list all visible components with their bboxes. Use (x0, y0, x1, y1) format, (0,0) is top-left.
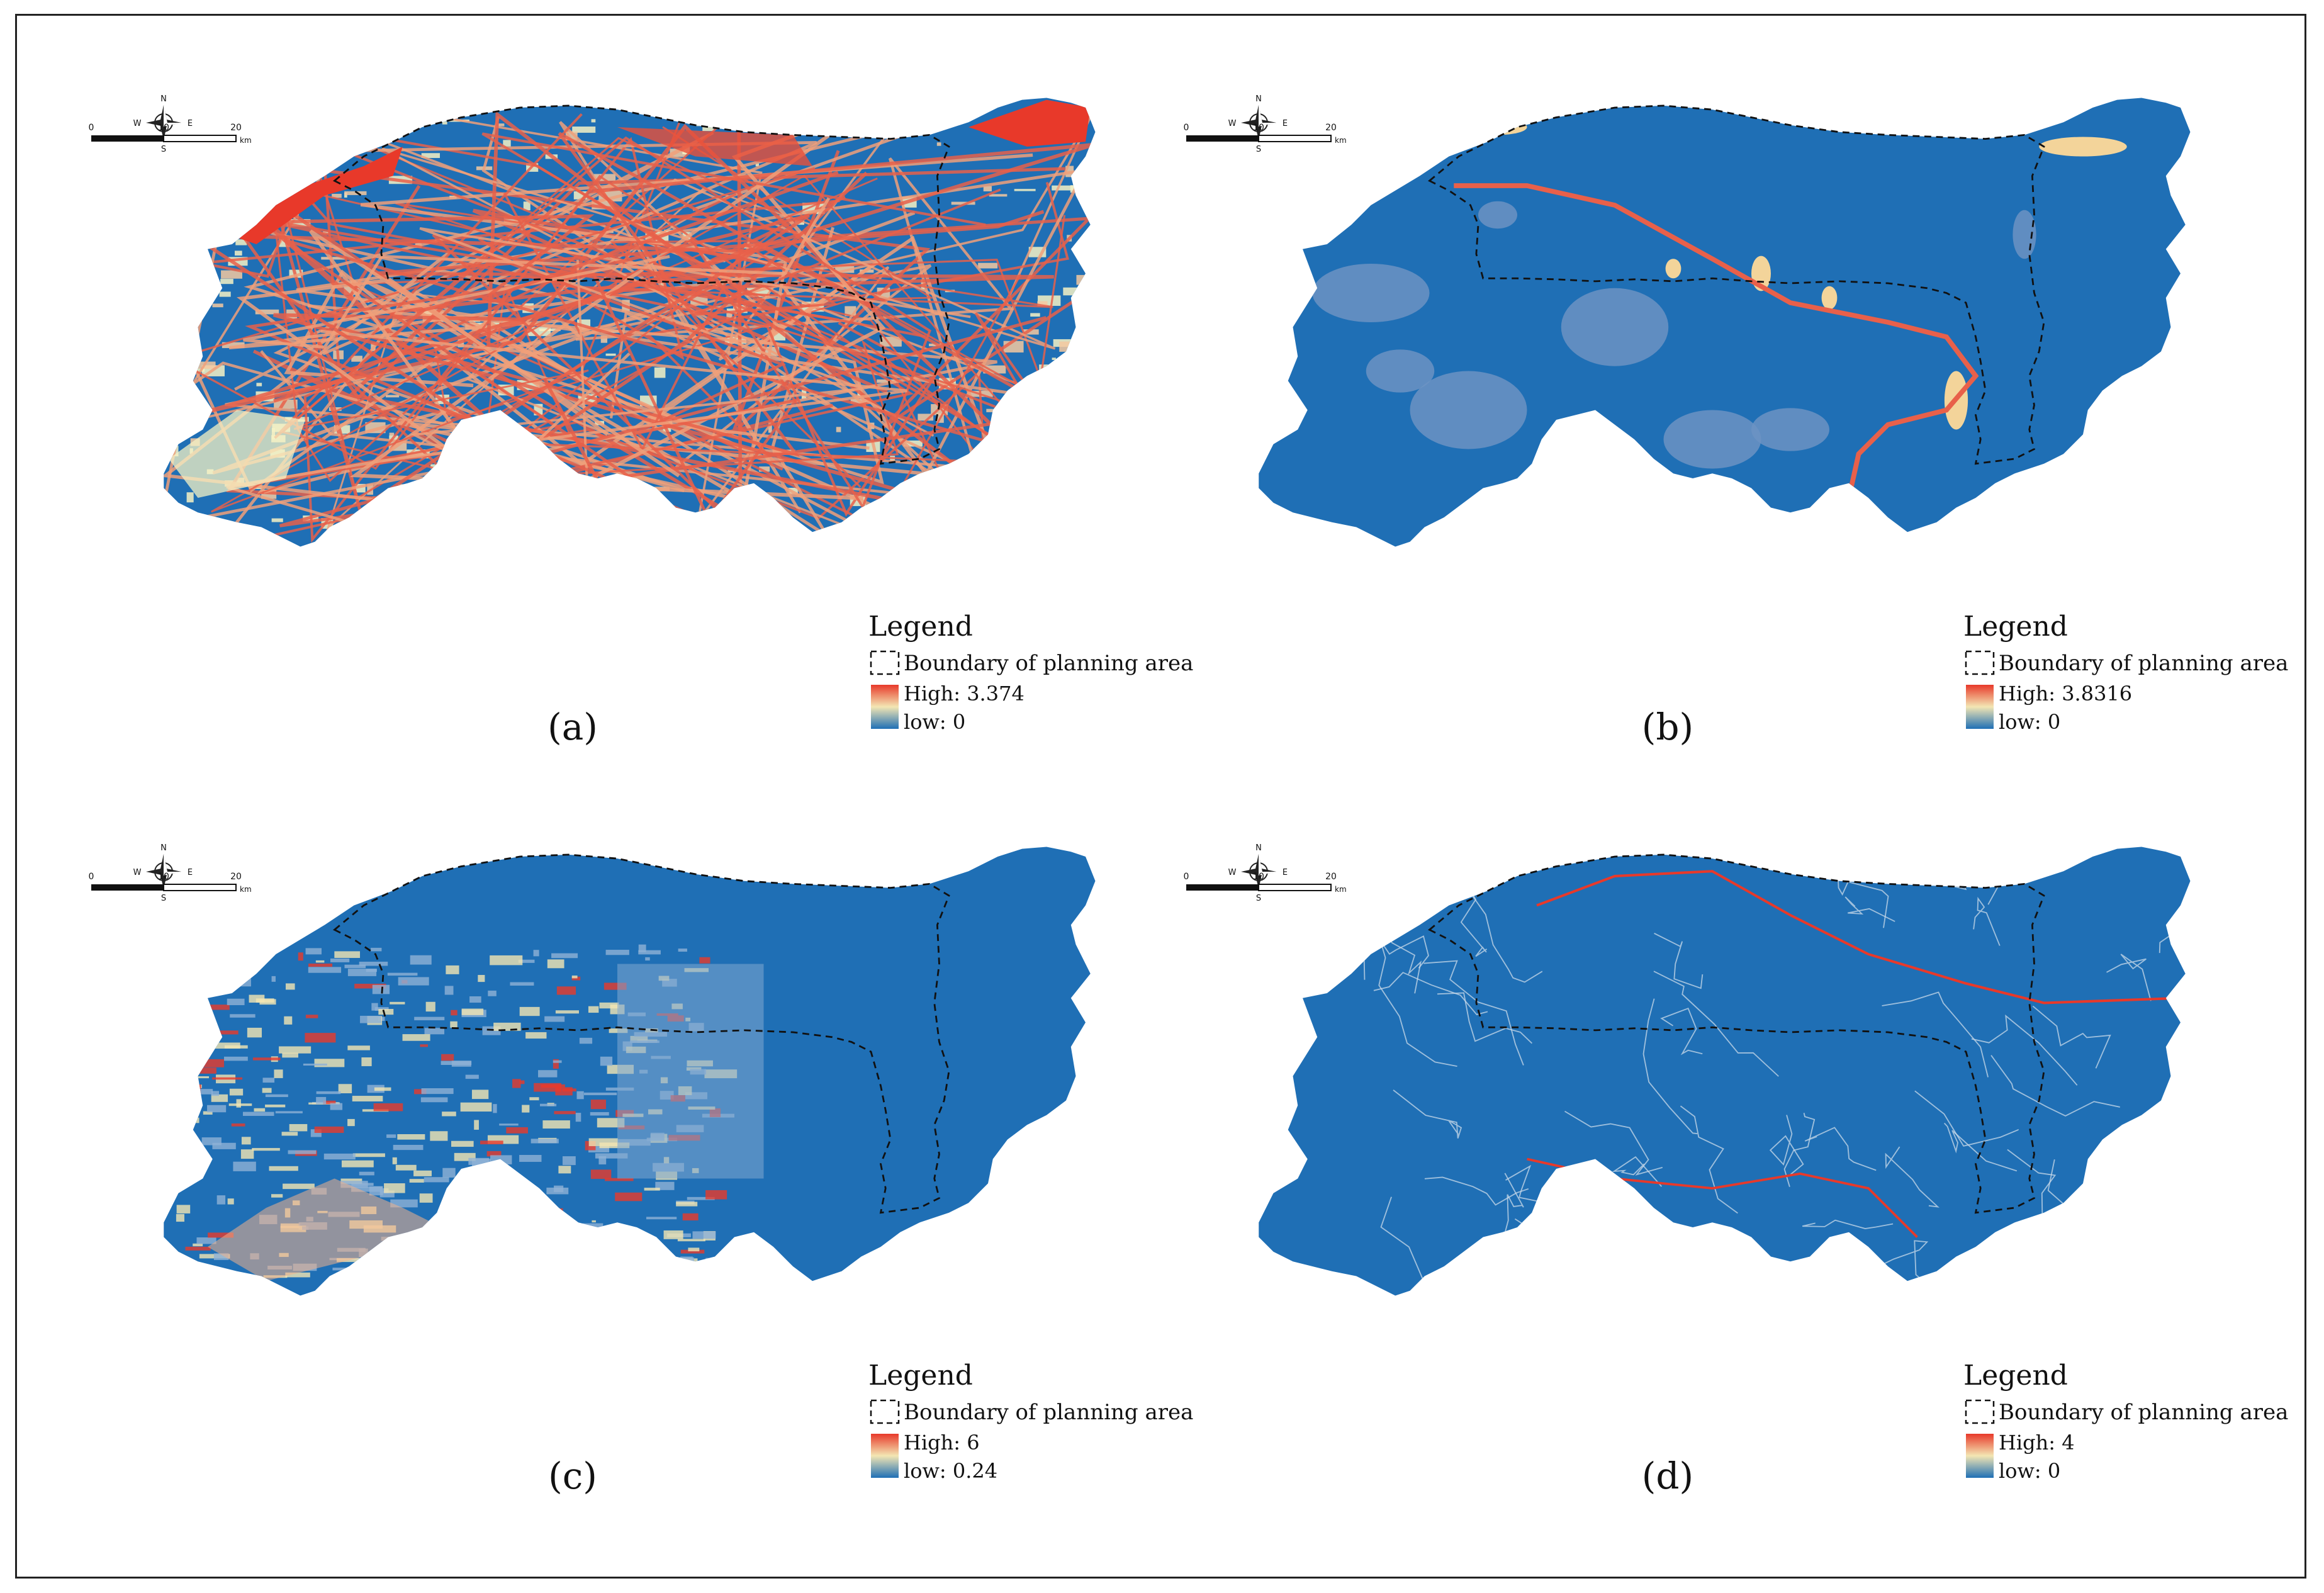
scale-tick-label: 10 (1253, 872, 1264, 882)
legend-title: Legend (868, 611, 973, 643)
scale-tick-label: 0 (1184, 123, 1189, 133)
legend: Legend Boundary of planning area High: 3.3… (868, 611, 1193, 734)
compass-w-label: W (133, 119, 142, 128)
compass-n-label: N (1255, 843, 1262, 853)
compass-rose-icon: N S E W (1228, 843, 1288, 903)
legend: Legend Boundary of planning area High: 6 lo… (868, 1359, 1193, 1483)
legend-boundary-label: Boundary of planning area (1999, 651, 2288, 676)
scale-tick-label: 10 (1253, 123, 1264, 133)
scale-bar: 0 10 20 km (89, 123, 252, 145)
legend: Legend Boundary of planning area High: 4 lo… (1963, 1359, 2288, 1483)
map-panel-c: N S E W 0 10 20 km Legend Boundary of planning ar… (89, 843, 1194, 1497)
scale-tick-label: 0 (89, 123, 94, 133)
panel-label: (d) (1642, 1455, 1693, 1497)
panel-label: (a) (547, 706, 598, 748)
legend: Legend Boundary of planning area High: 3.8… (1963, 611, 2288, 734)
legend-title: Legend (1963, 1359, 2068, 1392)
scale-bar: 0 10 20 km (1184, 872, 1347, 894)
legend-high-label: High: 4 (1999, 1431, 2075, 1455)
map-panel-a: N S E W 0 10 20 km Legend Boundary of planning ar… (89, 94, 1194, 748)
legend-low-label: low: 0 (1999, 710, 2060, 734)
legend-color-ramp (1966, 685, 1994, 729)
legend-boundary-symbol (870, 650, 900, 675)
compass-w-label: W (133, 868, 142, 877)
compass-e-label: E (1283, 868, 1288, 877)
scale-unit-label: km (240, 136, 252, 145)
legend-color-ramp (1966, 1434, 1994, 1478)
panel-label: (b) (1642, 706, 1693, 748)
compass-s-label: S (161, 145, 166, 154)
scale-bar: 0 10 20 km (1184, 123, 1347, 145)
scale-tick-label: 20 (1325, 872, 1337, 882)
legend-boundary-symbol (1965, 1399, 1995, 1424)
raster-pattern (164, 944, 764, 1296)
legend-boundary-label: Boundary of planning area (904, 651, 1193, 676)
panel-label: (c) (548, 1455, 597, 1497)
raster-pattern (1312, 103, 2127, 498)
compass-w-label: W (1228, 868, 1237, 877)
legend-high-label: High: 3.8316 (1999, 682, 2132, 706)
compass-e-label: E (188, 868, 193, 877)
legend-low-label: low: 0.24 (904, 1459, 997, 1483)
scale-bar: 0 10 20 km (89, 872, 252, 894)
scale-unit-label: km (1335, 885, 1347, 894)
raster-pattern (164, 99, 1096, 547)
compass-s-label: S (1256, 894, 1261, 903)
scale-tick-label: 10 (158, 123, 169, 133)
legend-color-ramp (871, 1434, 899, 1478)
scale-tick-label: 20 (230, 123, 242, 133)
legend-title: Legend (1963, 611, 2068, 643)
legend-color-ramp (871, 685, 899, 729)
map-body (164, 98, 1096, 547)
scale-tick-label: 0 (89, 872, 94, 882)
compass-s-label: S (161, 894, 166, 903)
map-body (1259, 847, 2191, 1296)
scale-unit-label: km (240, 885, 252, 894)
map-panel-b: N S E W 0 10 20 km Legend Boundary of planning ar… (1184, 94, 2289, 748)
scale-tick-label: 20 (230, 872, 242, 882)
compass-rose-icon: N S E W (133, 94, 193, 154)
legend-high-label: High: 6 (904, 1431, 980, 1455)
region-fill (1259, 847, 2191, 1296)
scale-tick-label: 10 (158, 872, 169, 882)
map-body (1259, 98, 2191, 547)
legend-low-label: low: 0 (904, 710, 965, 734)
legend-boundary-symbol (870, 1399, 900, 1424)
scale-tick-label: 0 (1184, 872, 1189, 882)
legend-title: Legend (868, 1359, 973, 1392)
map-panel-d: N S E W 0 10 20 km Legend Boundary of planning ar… (1184, 843, 2289, 1497)
compass-s-label: S (1256, 145, 1261, 154)
compass-e-label: E (188, 119, 193, 128)
compass-n-label: N (160, 94, 167, 104)
compass-rose-icon: N S E W (133, 843, 193, 903)
compass-n-label: N (1255, 94, 1262, 104)
legend-boundary-label: Boundary of planning area (904, 1400, 1193, 1425)
legend-high-label: High: 3.374 (904, 682, 1024, 706)
scale-unit-label: km (1335, 136, 1347, 145)
scale-tick-label: 20 (1325, 123, 1337, 133)
compass-n-label: N (160, 843, 167, 853)
map-body (164, 847, 1096, 1296)
legend-boundary-symbol (1965, 650, 1995, 675)
compass-e-label: E (1283, 119, 1288, 128)
compass-rose-icon: N S E W (1228, 94, 1288, 154)
region-fill (1259, 98, 2191, 547)
compass-w-label: W (1228, 119, 1237, 128)
legend-boundary-label: Boundary of planning area (1999, 1400, 2288, 1425)
legend-low-label: low: 0 (1999, 1459, 2060, 1483)
